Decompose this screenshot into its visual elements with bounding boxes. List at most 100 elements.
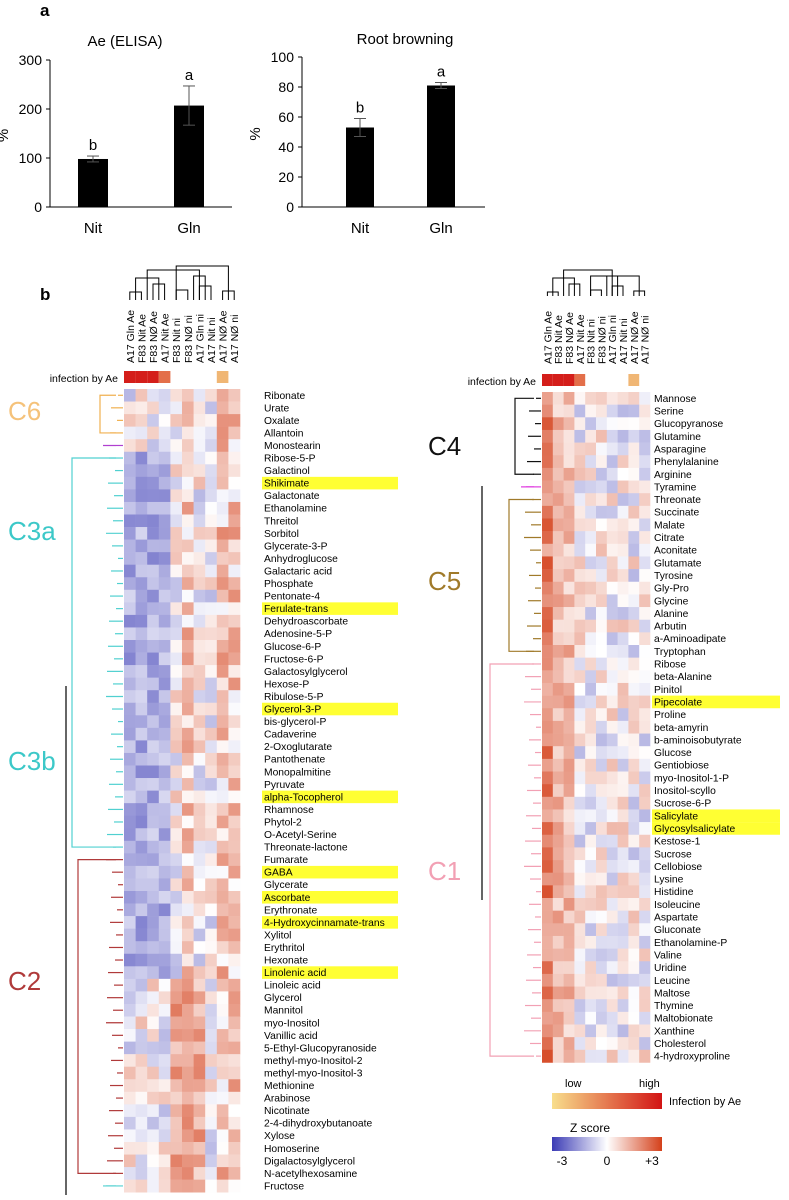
heatmap-cell <box>585 442 597 456</box>
heatmap-cell <box>170 953 183 967</box>
heatmap-cell <box>542 1024 554 1038</box>
heatmap-cell <box>147 1016 160 1030</box>
heatmap-cell <box>552 607 564 620</box>
heatmap-cell <box>628 607 640 620</box>
heatmap-cell <box>135 727 148 741</box>
heatmap-cell <box>563 910 575 924</box>
heatmap-cell <box>552 594 564 608</box>
row-label: Sorbitol <box>264 529 299 540</box>
row-label: b-aminoisobutyrate <box>654 735 742 746</box>
heatmap-cell <box>193 765 206 779</box>
heatmap-cell <box>158 539 171 553</box>
row-label: Glycine <box>654 596 689 607</box>
heatmap-cell <box>639 1024 651 1038</box>
heatmap-cell <box>135 1029 148 1042</box>
heatmap-cell <box>205 1091 218 1105</box>
heatmap-cell <box>216 1142 229 1155</box>
heatmap-cell <box>135 1154 148 1168</box>
heatmap-cell <box>228 426 241 440</box>
heatmap-cell <box>596 518 608 532</box>
heatmap-cell <box>596 948 608 962</box>
heatmap-cell <box>193 740 206 754</box>
heatmap-cell <box>205 414 218 427</box>
heatmap-cell <box>585 948 597 962</box>
heatmap-cell <box>617 467 629 481</box>
heatmap-cell <box>216 1116 229 1130</box>
heatmap-cell <box>563 948 575 962</box>
heatmap-cell <box>124 501 136 515</box>
row-dendrogram <box>481 397 541 1057</box>
heatmap-cell <box>574 632 586 646</box>
heatmap-cell <box>563 860 575 873</box>
heatmap-cell <box>147 778 160 791</box>
heatmap-cell <box>228 991 241 1005</box>
heatmap-cell <box>617 999 629 1013</box>
row-label: Nicotinate <box>264 1106 310 1117</box>
row-label: Pinitol <box>654 685 682 696</box>
heatmap-cell <box>193 677 206 691</box>
heatmap-cell <box>158 752 171 766</box>
heatmap-cell <box>135 966 148 980</box>
heatmap-cell <box>552 746 564 760</box>
heatmap-cell <box>228 765 241 779</box>
column-label: A17 Nit ni <box>206 317 218 363</box>
heatmap-cell <box>542 1037 554 1051</box>
heatmap-cell <box>135 414 148 427</box>
heatmap-cell <box>574 961 586 975</box>
heatmap-cell <box>628 847 640 861</box>
heatmap-cell <box>205 828 218 842</box>
heatmap-cell <box>542 531 554 545</box>
panel-b-label: b <box>40 285 50 304</box>
heatmap-cell <box>563 670 575 684</box>
heatmap-cell <box>158 1066 171 1080</box>
heatmap-cell <box>628 809 640 823</box>
heatmap-cell <box>158 439 171 453</box>
heatmap-cell <box>158 1016 171 1030</box>
heatmap-cell <box>628 645 640 658</box>
heatmap-cell <box>182 727 194 741</box>
heatmap-cell <box>135 476 148 490</box>
heatmap-cell <box>574 973 586 987</box>
heatmap-cell <box>170 1116 183 1130</box>
x-tick-label: Gln <box>429 220 452 237</box>
heatmap-cell <box>170 1179 183 1193</box>
heatmap-cell <box>182 614 194 628</box>
column-label: A17 NØ ni <box>640 316 652 364</box>
heatmap-cell <box>574 581 586 595</box>
heatmap-cell <box>170 1104 183 1118</box>
row-label: Aspartate <box>654 913 698 924</box>
heatmap-cell <box>228 1154 241 1168</box>
heatmap-cell <box>193 803 206 816</box>
heatmap-cell <box>563 708 575 722</box>
heatmap-cell <box>205 903 218 917</box>
heatmap-cell <box>628 796 640 810</box>
heatmap-cell <box>182 602 194 616</box>
heatmap-cell <box>596 973 608 987</box>
heatmap-cell <box>193 778 206 791</box>
heatmap-cell <box>552 518 564 532</box>
heatmap-cell <box>606 657 618 671</box>
heatmap-cell <box>147 426 160 440</box>
heatmap-cell <box>542 872 554 886</box>
heatmap-cell <box>585 1049 597 1063</box>
heatmap-cell <box>124 1016 136 1030</box>
heatmap-cell <box>574 404 586 418</box>
heatmap-cell <box>216 652 229 666</box>
heatmap-cell <box>135 1054 148 1067</box>
heatmap-cell <box>228 677 241 691</box>
heatmap-cell <box>606 632 618 646</box>
bar-nit <box>78 158 108 207</box>
infection-cell <box>628 374 640 386</box>
row-label: Ferulate-trans <box>264 604 328 615</box>
heatmap-cell <box>574 505 586 519</box>
row-label: Fructose <box>264 1181 304 1192</box>
heatmap-cell <box>205 439 218 453</box>
heatmap-cell <box>563 746 575 760</box>
heatmap-cell <box>205 778 218 791</box>
heatmap-cell <box>135 514 148 528</box>
heatmap-cell <box>542 695 554 709</box>
heatmap-cell <box>135 778 148 791</box>
heatmap-cell <box>552 657 564 671</box>
heatmap-cell <box>193 1066 206 1080</box>
heatmap-cell <box>606 784 618 798</box>
